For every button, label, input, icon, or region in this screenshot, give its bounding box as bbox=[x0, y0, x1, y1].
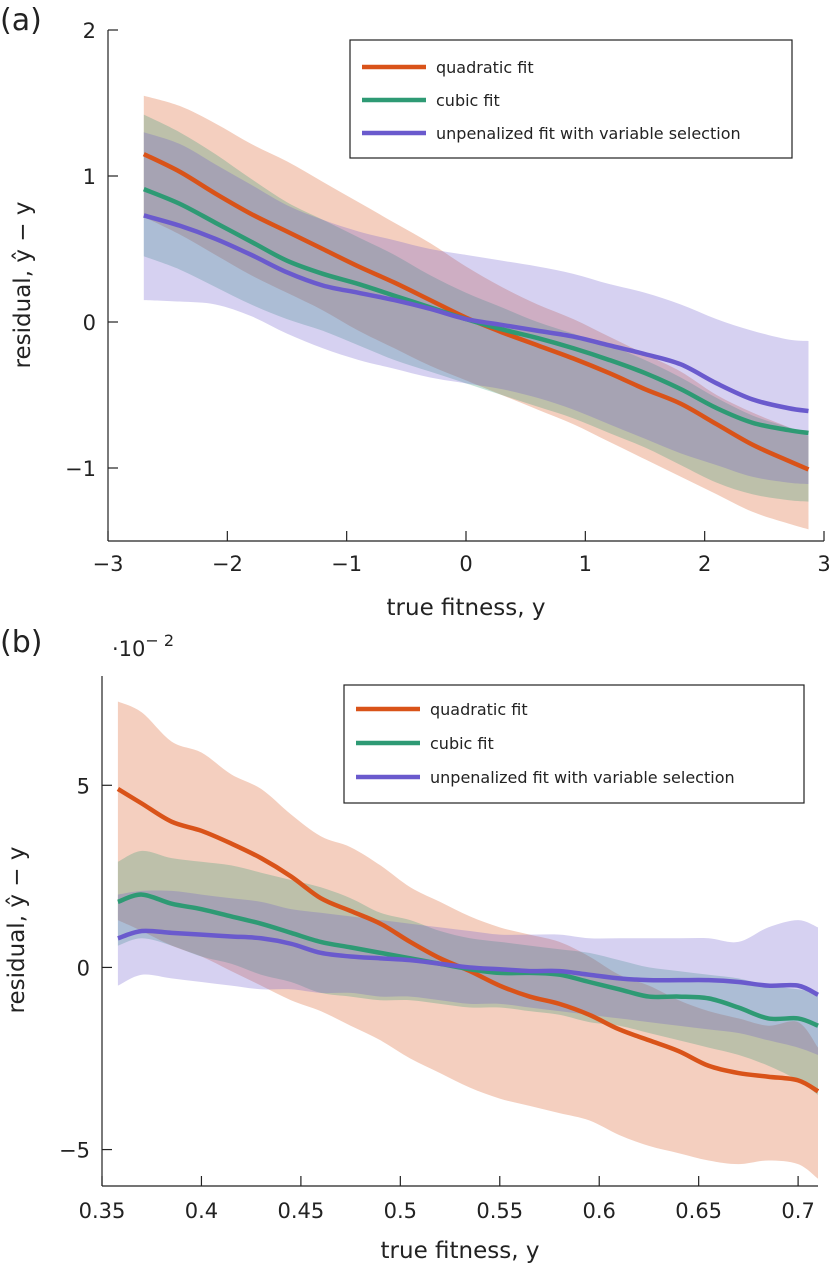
panel-a-legend-label-unpenalized: unpenalized fit with variable selection bbox=[436, 124, 741, 143]
panel-b-y-tick-label: −5 bbox=[59, 1139, 90, 1163]
panel-b-x-tick-label: 0.45 bbox=[278, 1199, 325, 1223]
panel-b-band-quadratic bbox=[117, 701, 818, 1179]
panel-b-line-unpenalized bbox=[117, 928, 820, 997]
panel-a-ticks: −3 −2 −1 0 1 2 3 −1 0 1 2 bbox=[65, 19, 831, 576]
panel-a-line-unpenalized bbox=[143, 213, 809, 414]
panel-a-x-tick-label: 2 bbox=[698, 552, 711, 576]
panel-b-legend: quadratic fit cubic fit unpenalized fit … bbox=[343, 684, 805, 804]
panel-a-y-tick-label: 1 bbox=[83, 165, 96, 189]
panel-a-bands bbox=[143, 95, 809, 530]
panel-b-x-tick-label: 0.7 bbox=[781, 1199, 814, 1223]
panel-a-ylabel: residual, ŷ − y bbox=[10, 202, 36, 369]
panel-a-y-tick-label: −1 bbox=[65, 457, 96, 481]
panel-b-x-tick-label: 0.5 bbox=[384, 1199, 417, 1223]
panel-b-y-tick-label: 5 bbox=[77, 774, 90, 798]
panel-b-label: (b) bbox=[0, 625, 42, 660]
panel-b-legend-label-unpenalized: unpenalized fit with variable selection bbox=[430, 768, 735, 787]
panel-a-lines bbox=[142, 152, 810, 472]
panel-a-legend-label-cubic: cubic fit bbox=[436, 91, 500, 110]
panel-a: (a) −3 −2 −1 0 1 2 3 −1 0 1 2 true fitness, y resi… bbox=[0, 3, 831, 621]
panel-b-xlabel: true fitness, y bbox=[381, 1238, 540, 1264]
panel-b-legend-box bbox=[343, 684, 805, 804]
panel-b-x-tick-label: 0.65 bbox=[675, 1199, 722, 1223]
panel-b-band-cubic bbox=[117, 850, 818, 1095]
panel-a-y-tick-label: 0 bbox=[83, 311, 96, 335]
panel-a-band-quadratic bbox=[143, 95, 809, 530]
panel-a-band-cubic bbox=[143, 114, 809, 502]
panel-b: (b) ·10− 2 0.35 0.4 0.45 0.5 0.55 0.6 0.65 0.7 −… bbox=[0, 625, 820, 1264]
panel-b-ticks: 0.35 0.4 0.45 0.5 0.55 0.6 0.65 0.7 −5 0 5 bbox=[59, 774, 815, 1223]
panel-a-legend: quadratic fit cubic fit unpenalized fit … bbox=[349, 39, 793, 159]
panel-b-x-tick-label: 0.4 bbox=[185, 1199, 218, 1223]
panel-a-x-tick-label: 1 bbox=[579, 552, 592, 576]
panel-b-y-tick-label: 0 bbox=[77, 956, 90, 980]
panel-b-ylabel: residual, ŷ − y bbox=[4, 847, 30, 1014]
panel-a-xlabel: true fitness, y bbox=[387, 595, 546, 621]
panel-a-legend-label-quadratic: quadratic fit bbox=[436, 58, 534, 77]
panel-b-x-tick-label: 0.35 bbox=[79, 1199, 126, 1223]
panel-b-lines bbox=[116, 787, 820, 1094]
panel-a-x-tick-label: 3 bbox=[817, 552, 830, 576]
panel-b-legend-label-cubic: cubic fit bbox=[430, 734, 494, 753]
panel-a-label: (a) bbox=[0, 3, 42, 38]
panel-b-y-scale-factor: ·10− 2 bbox=[112, 631, 174, 661]
panel-a-y-tick-label: 2 bbox=[83, 19, 96, 43]
panel-a-band-unpenalized bbox=[143, 132, 809, 485]
panel-b-x-tick-label: 0.6 bbox=[583, 1199, 616, 1223]
panel-b-legend-label-quadratic: quadratic fit bbox=[430, 700, 528, 719]
panel-a-x-tick-label: 0 bbox=[459, 552, 472, 576]
panel-a-x-tick-label: −1 bbox=[331, 552, 362, 576]
panel-b-x-tick-label: 0.55 bbox=[476, 1199, 523, 1223]
panel-a-x-tick-label: −3 bbox=[93, 552, 124, 576]
panel-a-x-tick-label: −2 bbox=[212, 552, 243, 576]
